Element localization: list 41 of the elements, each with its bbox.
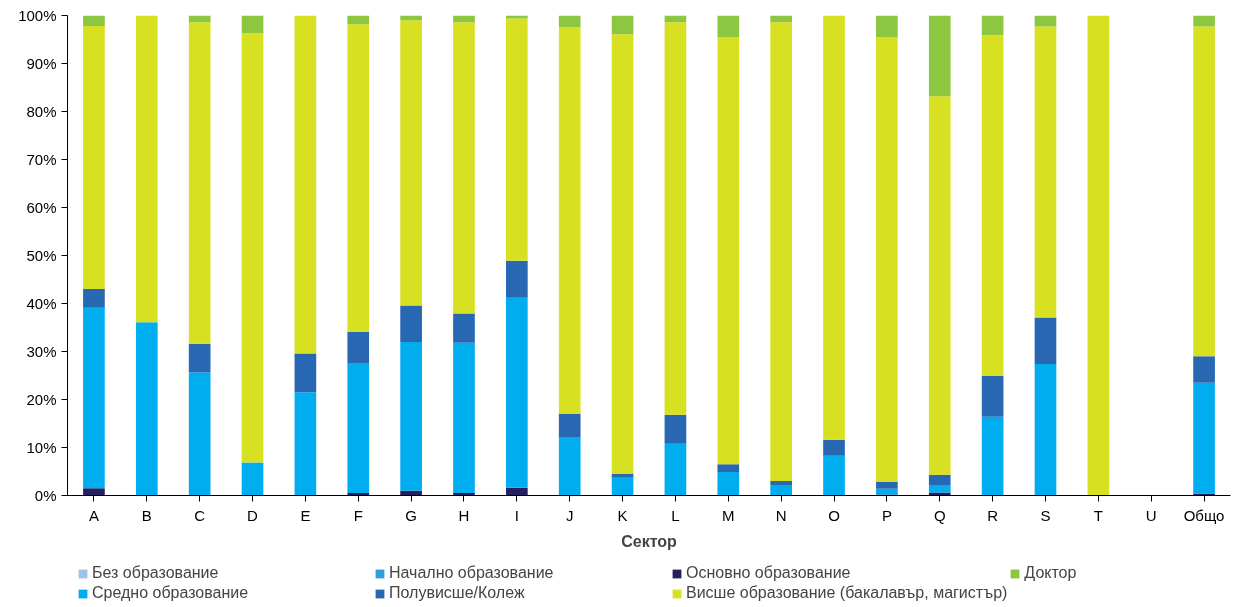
legend-label: Полувисше/Колеж [389, 584, 526, 602]
x-tick-label: Общо [1183, 506, 1225, 524]
y-tick-label: 20% [26, 391, 57, 408]
x-tick-label: T [1093, 506, 1103, 524]
x-tick-label: H [458, 506, 470, 524]
x-tick-label: U [1145, 506, 1157, 524]
x-tick-label: L [671, 506, 680, 524]
y-tick-label: 10% [26, 439, 57, 456]
y-tick-label: 90% [26, 55, 57, 72]
y-tick-label: 0% [34, 487, 57, 504]
x-tick-label: F [353, 506, 363, 524]
x-tick-label: B [141, 506, 152, 524]
x-tick-label: G [405, 506, 417, 524]
x-tick-label: Q [933, 506, 946, 524]
legend-label: Доктор [1024, 564, 1078, 582]
x-tick-label: P [881, 506, 892, 524]
legend-label: Начално образование [389, 564, 555, 582]
y-tick-label: 30% [26, 343, 57, 360]
legend-label: Висше образование (бакалавър, магистър) [686, 584, 1008, 602]
x-tick-label: I [514, 506, 519, 524]
x-tick-label: E [300, 506, 311, 524]
x-tick-label: J [565, 506, 574, 524]
legend-label: Основно образование [686, 564, 852, 582]
x-tick-label: S [1040, 506, 1051, 524]
x-tick-label: R [987, 506, 999, 524]
y-tick-label: 100% [18, 7, 57, 24]
x-tick-label: M [722, 506, 735, 524]
y-tick-label: 40% [26, 295, 57, 312]
x-axis-title: Сектор [621, 532, 678, 550]
y-tick-label: 70% [26, 151, 57, 168]
y-tick-label: 50% [26, 247, 57, 264]
x-tick-label: C [194, 506, 206, 524]
x-tick-label: A [88, 506, 99, 524]
x-tick-label: O [828, 506, 840, 524]
x-tick-label: D [247, 506, 259, 524]
x-tick-label: N [775, 506, 787, 524]
y-tick-label: 60% [26, 199, 57, 216]
legend-label: Без образование [92, 564, 220, 582]
legend-label: Средно образование [92, 584, 250, 602]
y-tick-label: 80% [26, 103, 57, 120]
x-tick-label: K [617, 506, 628, 524]
